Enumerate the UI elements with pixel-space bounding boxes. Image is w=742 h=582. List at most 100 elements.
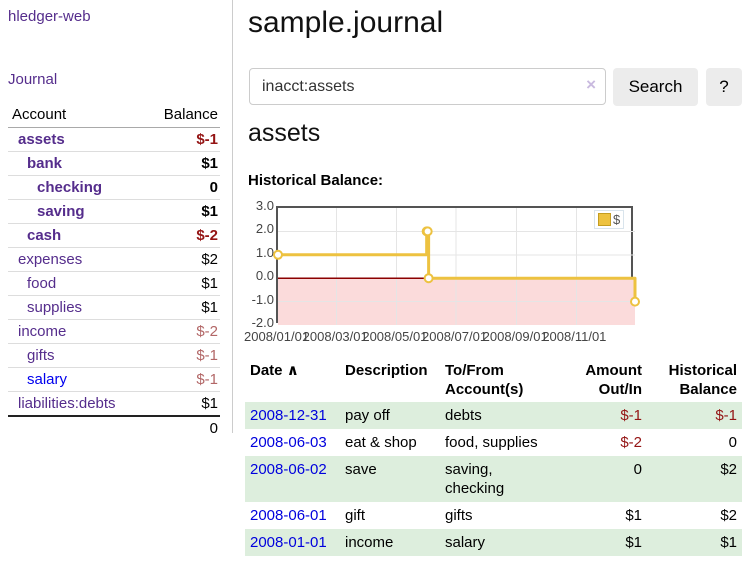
transaction-date-link[interactable]: 2008-06-01 <box>250 507 327 524</box>
account-balance: $-1 <box>144 367 220 392</box>
legend-swatch-icon <box>598 213 611 226</box>
transaction-accounts: debts <box>445 407 482 424</box>
y-axis-tick-label: -2.0 <box>251 315 274 330</box>
account-balance: $-2 <box>144 319 220 344</box>
sort-ascending-icon: ∧ <box>286 362 299 379</box>
account-row: bank $1 <box>8 151 220 176</box>
transaction-date-link[interactable]: 2008-06-03 <box>250 434 327 451</box>
transaction-row: 2008-12-31 pay off debts $-1 $-1 <box>245 402 742 429</box>
transaction-amount: $-2 <box>620 434 642 451</box>
transaction-description: eat & shop <box>345 434 417 451</box>
historical-balance-chart: 3.0 2.0 1.0 0.0 -1.0 -2.0 $ 2008/01/01 2008/03… <box>244 198 742 344</box>
account-row: gifts $-1 <box>8 343 220 368</box>
account-balance: $1 <box>144 295 220 320</box>
account-balance: $1 <box>144 391 220 416</box>
y-axis-tick-label: -1.0 <box>251 291 274 307</box>
account-link[interactable]: salary <box>27 371 68 388</box>
accounts-total-balance: 0 <box>144 415 220 440</box>
account-row: food $1 <box>8 271 220 296</box>
register-table: Date ∧ Description To/From Account(s) Am… <box>245 358 742 556</box>
register-header-balance: Historical Balance <box>668 362 737 398</box>
register-header-description: Description <box>345 362 428 379</box>
app-brand-link[interactable]: hledger-web <box>8 8 91 25</box>
legend-label: $ <box>613 212 621 227</box>
x-axis-tick-label: 2008/11/01 <box>542 329 607 344</box>
account-balance: $-1 <box>144 343 220 368</box>
transaction-row: 2008-01-01 income salary $1 $1 <box>245 529 742 556</box>
chart-canvas <box>273 208 640 325</box>
x-axis-tick-label: 2008/01/01 <box>244 329 310 344</box>
account-row: assets $-1 <box>8 128 220 152</box>
y-axis-tick-label: 0.0 <box>255 268 274 284</box>
chart-title: Historical Balance: <box>248 172 384 189</box>
account-row: saving $1 <box>8 199 220 224</box>
transaction-row: 2008-06-03 eat & shop food, supplies $-2 0 <box>245 429 742 456</box>
account-row: liabilities:debts $1 <box>8 391 220 416</box>
help-button[interactable]: ? <box>706 68 742 106</box>
page-title: sample.journal <box>248 6 444 39</box>
account-link[interactable]: supplies <box>27 299 83 316</box>
transaction-date-link[interactable]: 2008-12-31 <box>250 407 327 424</box>
chart-plot-area <box>273 206 640 325</box>
y-axis-tick-label: 2.0 <box>255 221 274 237</box>
transaction-row: 2008-06-02 save saving, checking 0 $2 <box>245 456 742 502</box>
account-link[interactable]: expenses <box>18 251 83 268</box>
account-row: expenses $2 <box>8 247 220 272</box>
register-header-amount: Amount Out/In <box>585 362 642 398</box>
x-axis-tick-label: 2008/09/01 <box>482 329 548 344</box>
account-link[interactable]: liabilities:debts <box>18 395 116 412</box>
transaction-amount: $1 <box>625 534 642 551</box>
accounts-header-account: Account <box>8 102 145 128</box>
sidebar-item-journal[interactable]: Journal <box>8 71 58 88</box>
accounts-header-balance: Balance <box>144 102 220 128</box>
account-row: checking 0 <box>8 175 220 200</box>
transaction-balance: $2 <box>720 461 737 478</box>
search-button[interactable]: Search <box>613 68 698 106</box>
transaction-balance: $1 <box>720 534 737 551</box>
search-input[interactable] <box>249 68 606 105</box>
account-balance: $1 <box>144 199 220 224</box>
transaction-balance: 0 <box>728 434 737 451</box>
accounts-total-row: 0 <box>8 415 220 440</box>
transaction-date-link[interactable]: 2008-06-02 <box>250 461 327 478</box>
register-header-accounts: To/From Account(s) <box>445 362 524 398</box>
x-axis-tick-label: 2008/07/01 <box>422 329 488 344</box>
transaction-description: gift <box>345 507 366 524</box>
account-balance: $2 <box>144 247 220 272</box>
y-axis-tick-label: 1.0 <box>255 244 274 260</box>
transaction-row: 2008-06-01 gift gifts $1 $2 <box>245 502 742 529</box>
account-balance: $1 <box>144 271 220 296</box>
account-balance: 0 <box>144 175 220 200</box>
account-link[interactable]: income <box>18 323 67 340</box>
account-row: income $-2 <box>8 319 220 344</box>
transaction-accounts: saving, checking <box>445 461 505 497</box>
transaction-accounts: food, supplies <box>445 434 538 451</box>
transaction-amount: 0 <box>633 461 642 478</box>
transaction-description: income <box>345 534 394 551</box>
account-link[interactable]: gifts <box>27 347 55 364</box>
account-heading: assets <box>248 119 321 147</box>
register-header-row: Date ∧ Description To/From Account(s) Am… <box>245 358 742 402</box>
transaction-balance: $-1 <box>715 407 737 424</box>
transaction-date-link[interactable]: 2008-01-01 <box>250 534 327 551</box>
account-link[interactable]: checking <box>37 179 103 196</box>
accounts-table: Account Balance assets $-1 bank $1 checking 0… <box>8 102 220 440</box>
x-axis-tick-label: 2008/05/01 <box>362 329 428 344</box>
transaction-description: pay off <box>345 407 390 424</box>
transaction-amount: $1 <box>625 507 642 524</box>
accounts-table-header: Account Balance <box>8 102 220 128</box>
account-link[interactable]: cash <box>27 227 62 244</box>
account-row: cash $-2 <box>8 223 220 248</box>
account-balance: $-1 <box>196 131 218 148</box>
search-field-wrapper: × <box>249 68 606 105</box>
account-balance: $-2 <box>144 223 220 248</box>
account-balance: $1 <box>144 151 220 176</box>
account-link[interactable]: saving <box>37 203 85 220</box>
transaction-balance: $2 <box>720 507 737 524</box>
account-link[interactable]: assets <box>18 131 65 148</box>
y-axis-tick-label: 3.0 <box>255 198 274 213</box>
account-row: supplies $1 <box>8 295 220 320</box>
clear-search-icon[interactable]: × <box>586 75 596 94</box>
account-link[interactable]: bank <box>27 155 63 172</box>
account-link[interactable]: food <box>27 275 57 292</box>
